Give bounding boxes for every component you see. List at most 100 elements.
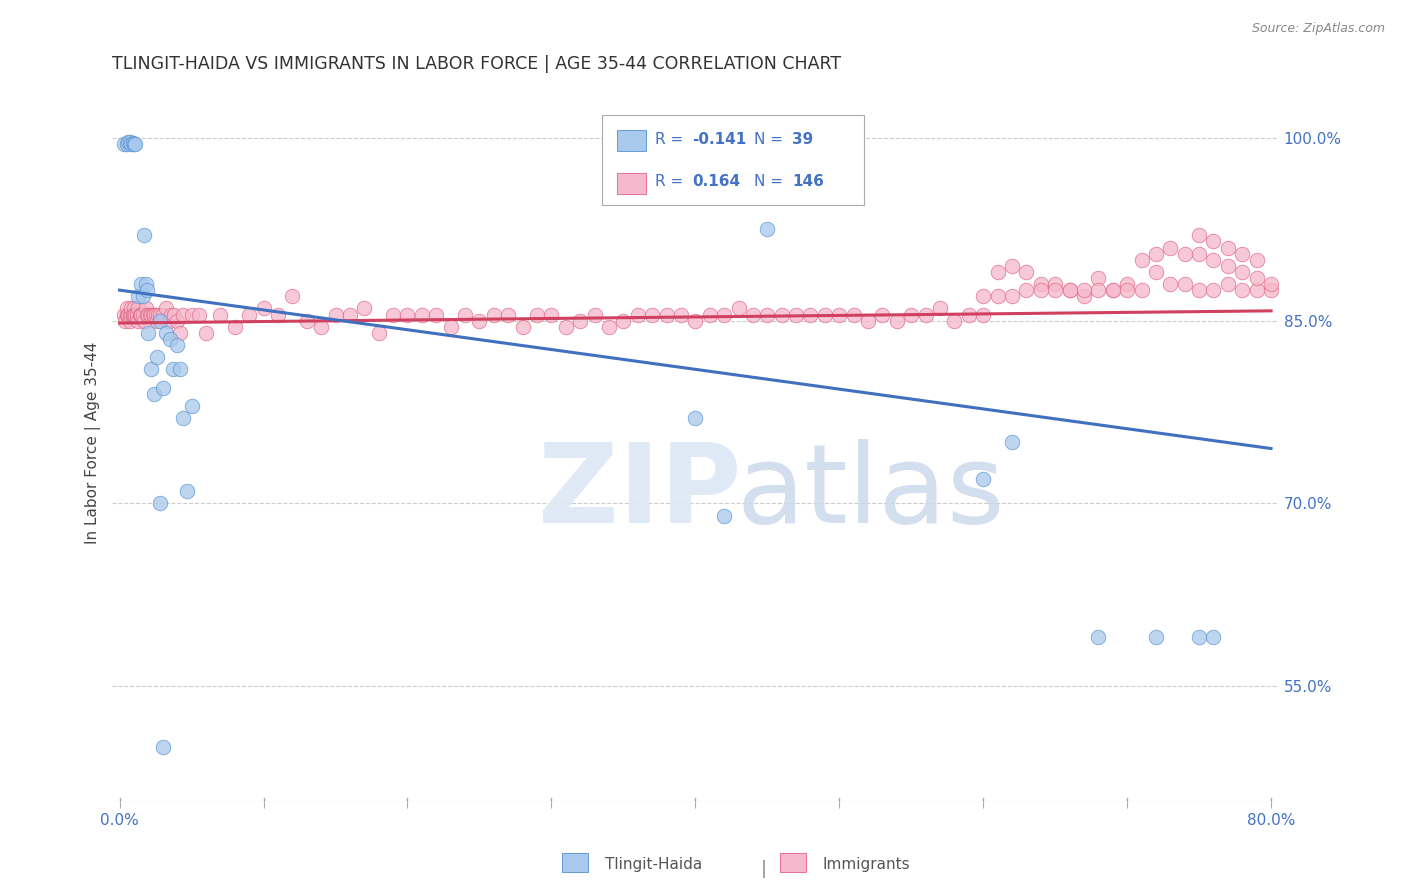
- Point: [382, 308, 405, 322]
- Point: [454, 308, 477, 322]
- Point: [929, 301, 952, 316]
- Point: [685, 411, 707, 425]
- Point: [713, 508, 735, 523]
- Text: 39: 39: [792, 132, 813, 146]
- Point: [856, 313, 879, 327]
- Point: [699, 308, 721, 322]
- Point: [114, 313, 136, 327]
- Point: [972, 308, 994, 322]
- Point: [1001, 259, 1024, 273]
- Point: [972, 289, 994, 303]
- Point: [132, 228, 155, 243]
- Point: [785, 308, 807, 322]
- Point: [120, 301, 142, 316]
- Point: [187, 308, 209, 322]
- Point: [1001, 289, 1024, 303]
- Point: [238, 308, 260, 322]
- Point: [146, 350, 169, 364]
- Point: [1202, 235, 1225, 249]
- Point: [129, 308, 152, 322]
- Point: [121, 308, 143, 322]
- Point: [112, 308, 135, 322]
- Point: [159, 332, 181, 346]
- Point: [1188, 283, 1211, 297]
- Point: [120, 308, 142, 322]
- Point: [149, 313, 172, 327]
- Point: [141, 308, 163, 322]
- Point: [138, 326, 160, 340]
- Point: [799, 308, 821, 322]
- Point: [1202, 631, 1225, 645]
- Text: 146: 146: [792, 174, 824, 189]
- Point: [1116, 277, 1139, 291]
- Point: [512, 319, 534, 334]
- Point: [1130, 252, 1153, 267]
- Point: [131, 308, 153, 322]
- Point: [136, 308, 159, 322]
- Point: [367, 326, 389, 340]
- Point: [224, 319, 246, 334]
- Text: TLINGIT-HAIDA VS IMMIGRANTS IN LABOR FORCE | AGE 35-44 CORRELATION CHART: TLINGIT-HAIDA VS IMMIGRANTS IN LABOR FOR…: [112, 55, 842, 73]
- Point: [1130, 283, 1153, 297]
- Point: [1144, 246, 1167, 260]
- Point: [1202, 283, 1225, 297]
- Point: [1216, 277, 1239, 291]
- Text: R =: R =: [655, 132, 688, 146]
- Point: [1087, 271, 1109, 285]
- Point: [1246, 283, 1268, 297]
- Point: [987, 265, 1010, 279]
- Point: [169, 326, 191, 340]
- Point: [1144, 631, 1167, 645]
- Point: [943, 313, 966, 327]
- Point: [655, 308, 678, 322]
- Point: [1216, 259, 1239, 273]
- Point: [157, 313, 180, 327]
- Point: [180, 399, 202, 413]
- Point: [180, 308, 202, 322]
- Point: [209, 308, 232, 322]
- Point: [1232, 283, 1254, 297]
- Point: [117, 308, 139, 322]
- Point: [770, 308, 793, 322]
- Point: [828, 308, 851, 322]
- Point: [339, 308, 361, 322]
- Point: [128, 308, 150, 322]
- Point: [669, 308, 692, 322]
- Point: [120, 136, 142, 151]
- Point: [127, 313, 149, 327]
- Point: [1159, 277, 1181, 291]
- Point: [1043, 283, 1066, 297]
- Point: [1059, 283, 1081, 297]
- Point: [148, 308, 170, 322]
- Point: [727, 301, 749, 316]
- Point: [1188, 631, 1211, 645]
- Point: [121, 308, 143, 322]
- Point: [194, 326, 217, 340]
- Point: [756, 222, 779, 236]
- Point: [281, 289, 304, 303]
- Point: [569, 313, 592, 327]
- Point: [176, 484, 198, 499]
- Point: [1260, 283, 1282, 297]
- Point: [142, 308, 165, 322]
- Point: [166, 313, 188, 327]
- Point: [1029, 283, 1052, 297]
- Point: [1159, 240, 1181, 254]
- Point: [309, 319, 332, 334]
- Point: [118, 135, 141, 149]
- Point: [138, 308, 160, 322]
- Point: [685, 313, 707, 327]
- Point: [554, 319, 576, 334]
- Point: [842, 308, 865, 322]
- Point: [1101, 283, 1123, 297]
- Point: [146, 313, 169, 327]
- Point: [1232, 246, 1254, 260]
- Point: [117, 308, 139, 322]
- Point: [612, 313, 634, 327]
- Point: [143, 308, 166, 322]
- Y-axis label: In Labor Force | Age 35-44: In Labor Force | Age 35-44: [86, 342, 101, 543]
- Point: [1188, 228, 1211, 243]
- Point: [125, 308, 148, 322]
- Text: 0.164: 0.164: [692, 174, 740, 189]
- Point: [598, 319, 620, 334]
